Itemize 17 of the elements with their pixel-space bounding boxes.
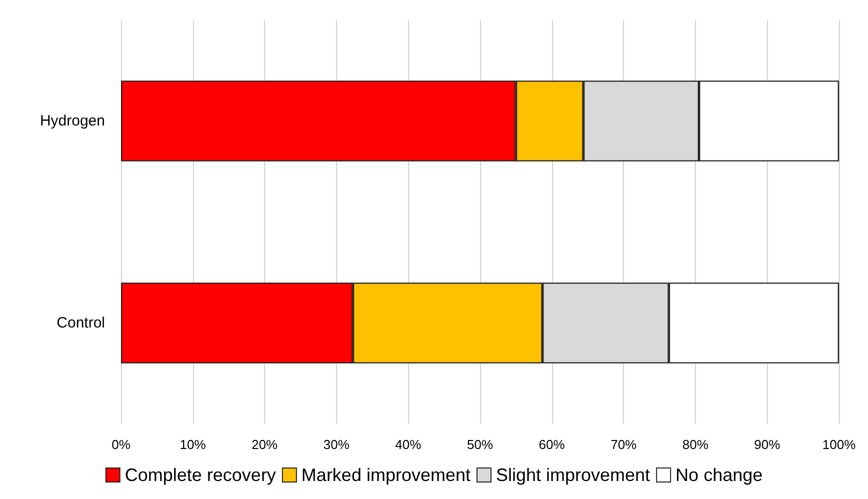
x-tick-label: 30%	[323, 437, 350, 452]
x-tick-label: 100%	[822, 437, 856, 452]
x-tick-label: 50%	[466, 437, 494, 452]
x-tick-label: 70%	[610, 437, 638, 452]
x-tick-label: 90%	[754, 437, 781, 452]
legend-label: Slight improvement	[496, 465, 650, 485]
x-tick-label: 60%	[538, 437, 566, 452]
x-tick-label: 80%	[682, 437, 709, 452]
x-tick-label: 40%	[395, 437, 422, 452]
x-tick-label: 0%	[112, 437, 131, 452]
x-tick-label: 10%	[180, 437, 206, 452]
legend-label: Marked improvement	[301, 465, 470, 485]
legend-label: Complete recovery	[124, 465, 276, 485]
y-tick-label: Control	[56, 314, 105, 332]
x-tick-label: 20%	[252, 437, 278, 452]
y-tick-label: Hydrogen	[40, 112, 105, 130]
legend-label: No change	[676, 465, 763, 485]
